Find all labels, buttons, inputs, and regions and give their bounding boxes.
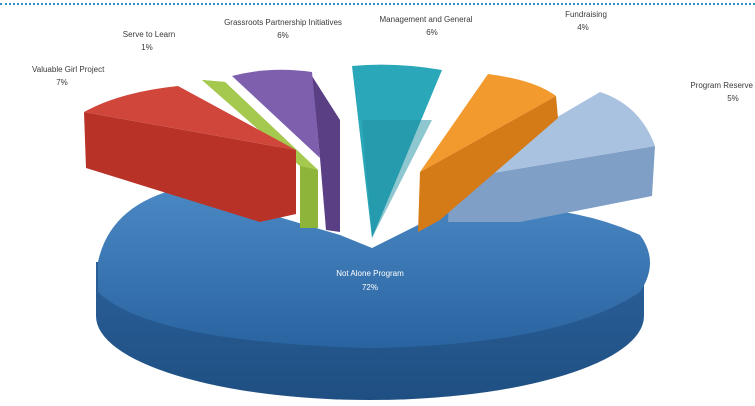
slice-not-alone-top [98,188,650,348]
value-valuable-girl-project: 7% [56,78,68,87]
label-fundraising: Fundraising [565,10,607,19]
slice-fundraising [418,74,558,232]
label-not-alone-program: Not Alone Program [336,269,404,278]
value-serve-to-learn: 1% [141,43,153,52]
label-serve-to-learn: Serve to Learn [123,30,175,39]
slice-not-alone-program [96,188,650,400]
top-dotted-rule [0,3,755,5]
slice-valuable-girl-project [84,86,296,222]
slice-management-general [352,64,442,239]
label-program-reserve: Program Reserve [690,81,753,90]
value-grassroots: 6% [277,31,289,40]
slice-grassroots [232,69,340,232]
label-management-general: Management and General [380,15,473,24]
label-valuable-girl-project: Valuable Girl Project [32,65,105,74]
value-not-alone-program: 72% [362,283,378,292]
value-management-general: 6% [426,28,438,37]
value-fundraising: 4% [577,23,589,32]
label-grassroots: Grassroots Partnership Initiatives [224,18,342,27]
value-program-reserve: 5% [727,94,739,103]
